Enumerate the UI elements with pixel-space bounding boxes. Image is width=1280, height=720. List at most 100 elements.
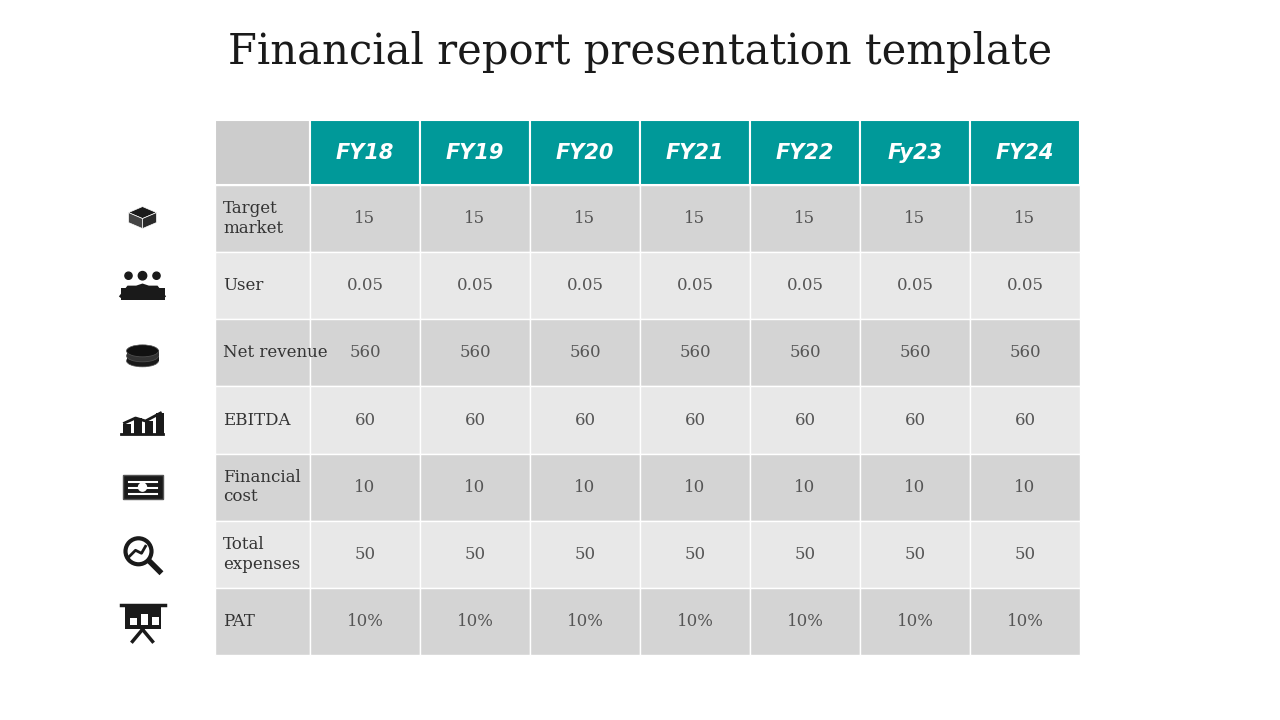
Bar: [750, 319, 860, 387]
Text: 10: 10: [685, 479, 705, 495]
Bar: [420, 185, 530, 252]
Polygon shape: [128, 207, 156, 219]
Bar: [141, 614, 147, 626]
Bar: [530, 252, 640, 319]
Text: 560: 560: [460, 344, 490, 361]
Bar: [145, 421, 152, 434]
Text: FY19: FY19: [445, 143, 504, 163]
Bar: [215, 252, 310, 319]
Circle shape: [152, 272, 160, 279]
Bar: [750, 120, 860, 185]
Text: 10%: 10%: [787, 613, 823, 630]
Ellipse shape: [127, 350, 159, 362]
Text: 50: 50: [795, 546, 815, 563]
Bar: [640, 588, 750, 655]
Bar: [215, 454, 310, 521]
Text: 0.05: 0.05: [1006, 277, 1043, 294]
Text: 15: 15: [685, 210, 705, 227]
Bar: [860, 185, 970, 252]
Text: 10: 10: [355, 479, 375, 495]
Bar: [860, 454, 970, 521]
Bar: [640, 454, 750, 521]
Text: 0.05: 0.05: [677, 277, 713, 294]
Bar: [970, 185, 1080, 252]
Text: 0.05: 0.05: [567, 277, 603, 294]
Text: FY22: FY22: [776, 143, 835, 163]
Text: 10%: 10%: [896, 613, 933, 630]
Text: Net revenue: Net revenue: [223, 344, 328, 361]
Ellipse shape: [127, 345, 159, 357]
Bar: [530, 588, 640, 655]
Text: 60: 60: [795, 412, 815, 428]
Text: 0.05: 0.05: [786, 277, 823, 294]
Bar: [750, 252, 860, 319]
Bar: [750, 387, 860, 454]
Bar: [310, 252, 420, 319]
Text: 560: 560: [570, 344, 600, 361]
Bar: [151, 617, 159, 626]
Text: 560: 560: [790, 344, 820, 361]
Text: 0.05: 0.05: [347, 277, 384, 294]
Text: FY18: FY18: [335, 143, 394, 163]
FancyBboxPatch shape: [123, 475, 163, 499]
Bar: [530, 454, 640, 521]
FancyBboxPatch shape: [120, 288, 165, 300]
Bar: [530, 387, 640, 454]
Text: 10: 10: [465, 479, 485, 495]
Text: 60: 60: [575, 412, 595, 428]
Text: 10: 10: [1014, 479, 1036, 495]
Bar: [310, 521, 420, 588]
Bar: [129, 618, 137, 626]
Bar: [970, 588, 1080, 655]
Text: 15: 15: [465, 210, 485, 227]
Bar: [310, 454, 420, 521]
Bar: [750, 185, 860, 252]
Bar: [860, 252, 970, 319]
Bar: [310, 588, 420, 655]
Bar: [860, 588, 970, 655]
Text: 10%: 10%: [567, 613, 603, 630]
Bar: [640, 185, 750, 252]
Bar: [215, 120, 310, 185]
Text: 15: 15: [575, 210, 595, 227]
Text: Financial
cost: Financial cost: [223, 469, 301, 505]
Text: 560: 560: [899, 344, 931, 361]
Text: 50: 50: [355, 546, 375, 563]
Bar: [420, 387, 530, 454]
Bar: [860, 120, 970, 185]
Circle shape: [138, 483, 146, 491]
Text: Total
expenses: Total expenses: [223, 536, 301, 572]
Circle shape: [138, 271, 147, 280]
Text: 560: 560: [680, 344, 710, 361]
Text: 50: 50: [1015, 546, 1036, 563]
Bar: [530, 319, 640, 387]
Bar: [215, 387, 310, 454]
Bar: [420, 588, 530, 655]
Text: Financial report presentation template: Financial report presentation template: [228, 31, 1052, 73]
Text: FY20: FY20: [556, 143, 614, 163]
Bar: [310, 319, 420, 387]
Bar: [640, 521, 750, 588]
Text: 50: 50: [575, 546, 595, 563]
Bar: [215, 588, 310, 655]
Bar: [750, 588, 860, 655]
Bar: [123, 423, 131, 434]
Bar: [640, 387, 750, 454]
FancyBboxPatch shape: [124, 606, 160, 629]
Text: 10%: 10%: [347, 613, 384, 630]
Text: 10: 10: [795, 479, 815, 495]
Bar: [970, 319, 1080, 387]
Ellipse shape: [127, 355, 159, 367]
Bar: [310, 120, 420, 185]
Text: 560: 560: [349, 344, 381, 361]
Bar: [640, 319, 750, 387]
Text: 50: 50: [465, 546, 485, 563]
Text: 15: 15: [1015, 210, 1036, 227]
Text: EBITDA: EBITDA: [223, 412, 291, 428]
Text: User: User: [223, 277, 264, 294]
Text: 10: 10: [575, 479, 595, 495]
Bar: [310, 387, 420, 454]
Text: 60: 60: [685, 412, 705, 428]
Bar: [970, 387, 1080, 454]
Text: 10%: 10%: [677, 613, 713, 630]
